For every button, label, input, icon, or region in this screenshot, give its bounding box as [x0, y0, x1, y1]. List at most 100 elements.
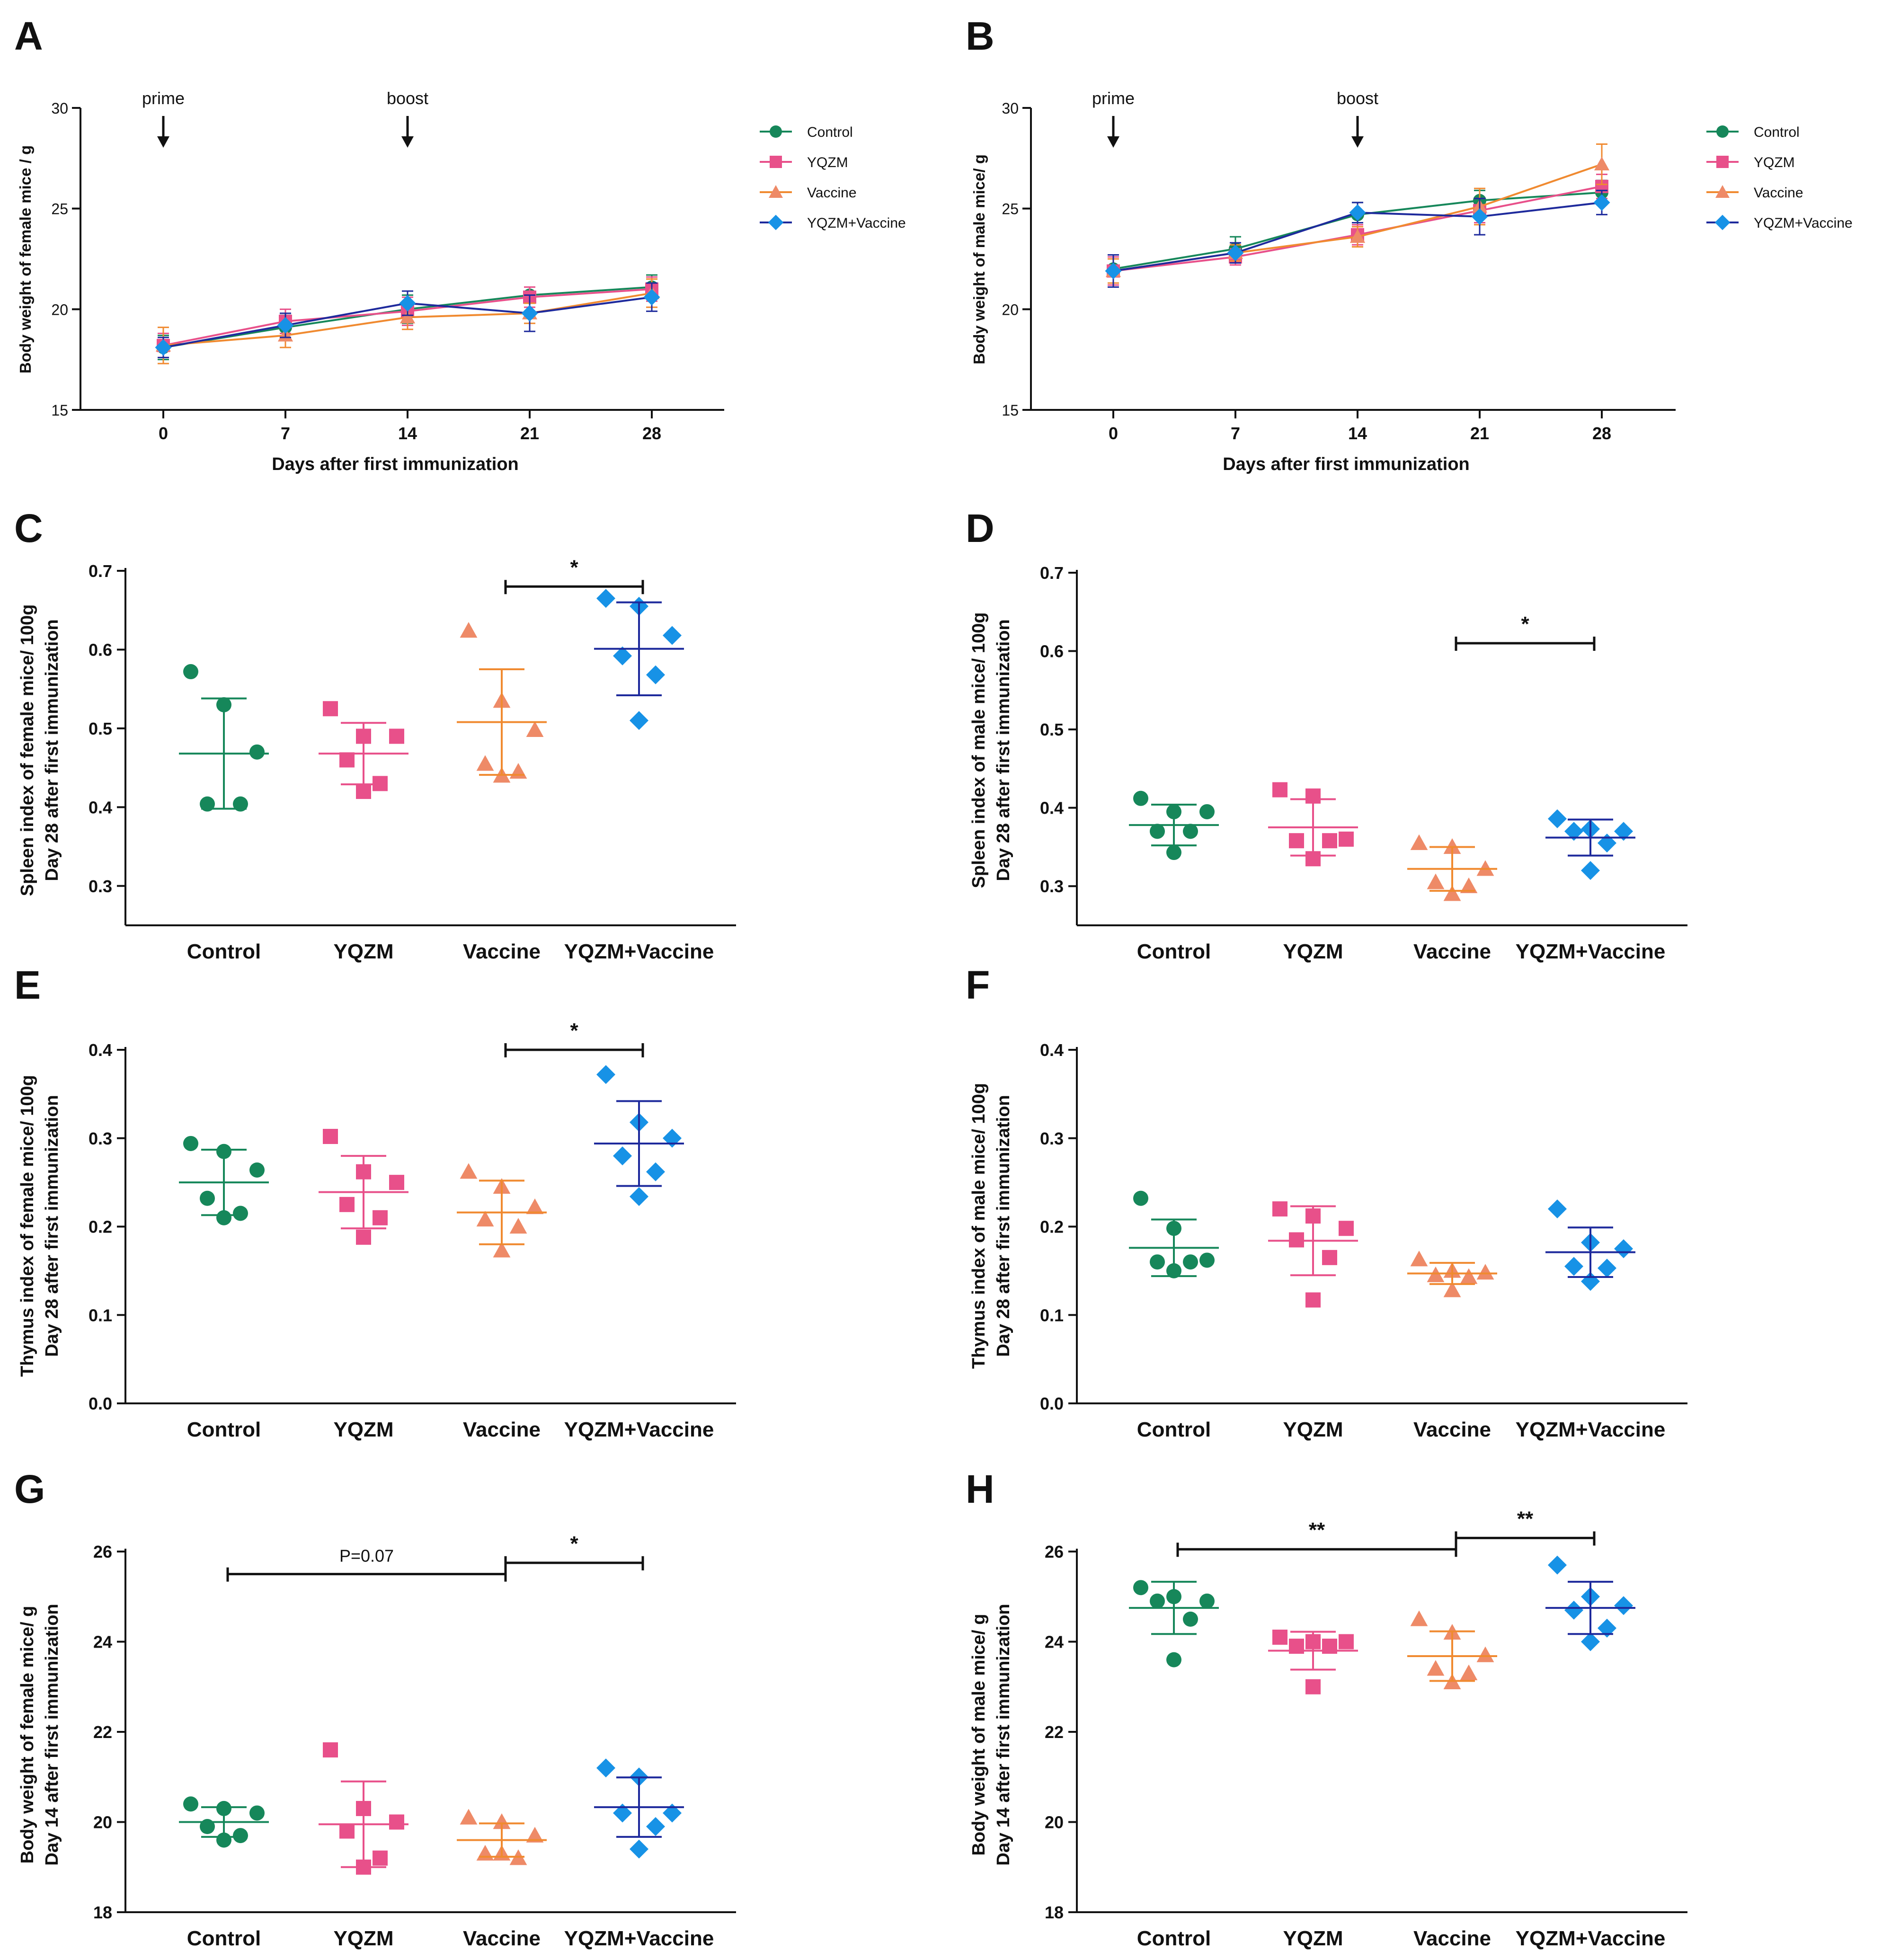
- y-tick-label: 0.1: [89, 1305, 112, 1325]
- significance-label: *: [570, 1019, 578, 1042]
- y-tick-label: 30: [1002, 100, 1019, 117]
- y-tick-label: 0.7: [89, 561, 112, 581]
- data-point: [339, 1823, 355, 1839]
- y-axis-title: Body weight of male mice/ g: [970, 154, 988, 364]
- data-point: [183, 1135, 198, 1151]
- data-point: [373, 1210, 388, 1225]
- series-yqzm-vaccine: [1545, 1199, 1635, 1291]
- y-axis-title-line: Thymus index of male mice/ 100g: [969, 1083, 989, 1369]
- data-point: [1581, 1632, 1600, 1651]
- y-axis-title-line: Body weight of female mice/ g: [18, 1606, 37, 1864]
- data-point: [389, 1814, 404, 1830]
- data-point: [526, 1198, 544, 1215]
- category-label: Control: [1137, 1927, 1211, 1950]
- x-tick-label: 7: [1231, 424, 1240, 443]
- significance-bracket: **: [1176, 1518, 1457, 1557]
- panel-label: G: [14, 1467, 45, 1511]
- y-axis-title: Spleen index of male mice/ 100g Day 28 af…: [969, 612, 1013, 888]
- y-tick-label: 24: [93, 1632, 112, 1652]
- data-point: [460, 622, 478, 638]
- category-label: YQZM+Vaccine: [564, 1927, 714, 1950]
- y-tick-label: 0.6: [1040, 642, 1064, 661]
- series-yqzm-vaccine: [594, 1758, 684, 1859]
- y-tick-label: 20: [51, 301, 68, 318]
- data-point: [1460, 1664, 1478, 1680]
- data-point: [1581, 861, 1600, 880]
- y-tick-label: 30: [51, 100, 68, 117]
- data-point: [249, 1805, 265, 1821]
- data-point: [1598, 834, 1616, 853]
- panel-g: G 18 20 22 24 26 Control YQZM Vaccine YQZM+Vaccin…: [14, 1467, 736, 1950]
- data-point: [399, 295, 416, 312]
- y-tick-label: 18: [93, 1903, 112, 1922]
- y-tick-label: 0.3: [89, 1129, 112, 1148]
- y-tick-label: 20: [1045, 1813, 1064, 1832]
- data-point: [663, 1803, 682, 1823]
- data-point: [646, 665, 665, 684]
- data-point: [1548, 809, 1567, 828]
- data-point: [373, 1850, 388, 1866]
- panel-c: C 0.3 0.4 0.5 0.6 0.7 Control YQZM Vaccine YQZM+V…: [14, 506, 736, 963]
- category-label: YQZM+Vaccine: [564, 1418, 714, 1441]
- data-point: [509, 763, 527, 779]
- panel-label: C: [14, 506, 43, 550]
- y-axis-title-line: Day 14 after first immunization: [42, 1604, 62, 1865]
- y-tick-label: 0.2: [1040, 1217, 1064, 1237]
- annotation-prime: prime: [142, 89, 185, 108]
- data-point: [1548, 1199, 1567, 1219]
- x-tick-label: 7: [281, 424, 290, 443]
- legend-item: Control: [1706, 124, 1800, 140]
- legend-label: YQZM: [1754, 155, 1795, 170]
- legend-item: YQZM: [760, 155, 848, 170]
- series-control: [179, 1135, 269, 1225]
- panel-h: H 18 20 22 24 26 Control YQZM Vaccine YQZM+Vaccin…: [966, 1467, 1687, 1950]
- series-yqzm-vaccine: [1545, 809, 1635, 880]
- data-point: [643, 289, 660, 306]
- data-point: [1183, 1611, 1198, 1627]
- y-tick-label: 15: [1002, 402, 1019, 419]
- data-point: [1166, 845, 1181, 860]
- data-point: [1564, 822, 1583, 841]
- data-point: [277, 317, 294, 334]
- y-axis-title-line: Spleen index of female mice/ 100g: [18, 604, 37, 896]
- y-tick-label: 15: [51, 402, 68, 419]
- data-point: [1410, 1610, 1428, 1626]
- data-point: [1593, 194, 1610, 211]
- data-point: [1199, 1252, 1215, 1268]
- data-point: [1150, 824, 1165, 839]
- y-tick-label: 0.0: [89, 1394, 112, 1413]
- annotation-arrowhead: [401, 136, 414, 148]
- legend-label: Control: [807, 124, 853, 140]
- data-point: [1614, 1596, 1633, 1615]
- y-tick-label: 20: [1002, 301, 1019, 318]
- significance-label: P=0.07: [339, 1546, 394, 1566]
- data-point: [356, 784, 371, 799]
- category-label: YQZM+Vaccine: [1516, 1927, 1666, 1950]
- significance-bracket: *: [1455, 612, 1596, 651]
- data-point: [1133, 1190, 1148, 1206]
- data-point: [1460, 1268, 1478, 1284]
- panel-e: E 0.0 0.1 0.2 0.3 0.4 Control YQZM Vaccine YQZM+V…: [14, 963, 736, 1441]
- series-control: [179, 1796, 269, 1848]
- legend-label: YQZM+Vaccine: [1754, 215, 1853, 231]
- legend-item: Control: [760, 124, 853, 140]
- y-tick-label: 26: [1045, 1542, 1064, 1561]
- data-point: [493, 1813, 511, 1829]
- data-point: [1443, 1281, 1461, 1297]
- x-tick-label: 28: [1592, 424, 1611, 443]
- y-tick-label: 0.5: [89, 719, 112, 738]
- category-label: YQZM+Vaccine: [564, 940, 714, 963]
- data-point: [1339, 1634, 1354, 1650]
- data-point: [183, 664, 198, 680]
- data-point: [1614, 1239, 1633, 1259]
- y-tick-label: 0.5: [1040, 720, 1064, 739]
- data-point: [233, 1206, 248, 1221]
- data-point: [526, 721, 544, 737]
- series-control: [179, 664, 269, 812]
- series-vaccine: [1407, 1610, 1497, 1689]
- y-axis-title: Thymus index of female mice/ 100g Day 28 …: [18, 1075, 62, 1377]
- data-point: [646, 1162, 665, 1181]
- category-label: Control: [1137, 940, 1211, 963]
- legend-marker: [1714, 214, 1731, 231]
- annotation-boost: boost: [387, 89, 428, 108]
